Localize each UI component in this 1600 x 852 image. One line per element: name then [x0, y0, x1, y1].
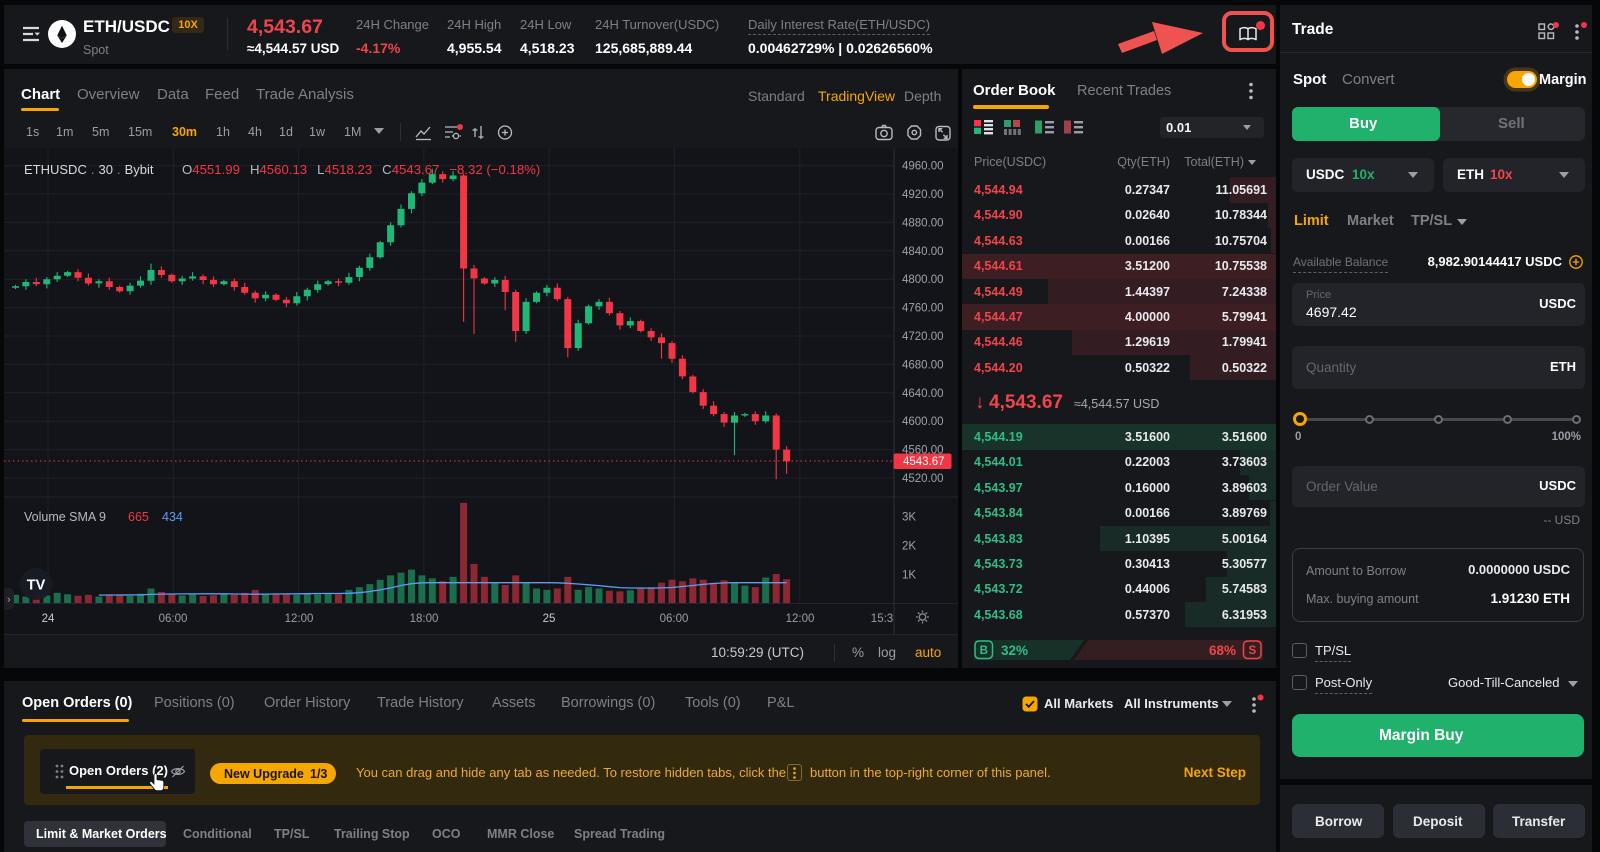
svg-text:S: S	[1248, 645, 1256, 657]
svg-text:06:00: 06:00	[159, 613, 188, 625]
svg-text:4880.00: 4880.00	[902, 217, 944, 229]
svg-text:4720.00: 4720.00	[902, 331, 944, 343]
svg-text:4680.00: 4680.00	[902, 359, 944, 371]
svg-text:25: 25	[543, 613, 556, 625]
svg-text:665: 665	[128, 510, 149, 524]
svg-text:24: 24	[42, 613, 55, 625]
svg-text:4920.00: 4920.00	[902, 189, 944, 201]
svg-text:4560.00: 4560.00	[902, 445, 944, 457]
svg-text:4640.00: 4640.00	[902, 388, 944, 400]
svg-text:68%: 68%	[1209, 643, 1236, 658]
svg-text:12:00: 12:00	[786, 613, 815, 625]
svg-text:B: B	[980, 645, 988, 657]
svg-text:4543.67: 4543.67	[903, 456, 945, 468]
svg-text:4760.00: 4760.00	[902, 303, 944, 315]
svg-text:4800.00: 4800.00	[902, 274, 944, 286]
svg-text:15:3: 15:3	[871, 613, 893, 625]
svg-text:2K: 2K	[902, 541, 916, 553]
svg-text:32%: 32%	[1001, 643, 1028, 658]
svg-text:06:00: 06:00	[660, 613, 689, 625]
svg-text:Volume SMA 9: Volume SMA 9	[24, 510, 106, 524]
svg-text:4960.00: 4960.00	[902, 161, 944, 173]
svg-text:TV: TV	[27, 578, 46, 594]
svg-text:›: ›	[7, 594, 11, 606]
svg-text:1K: 1K	[902, 570, 916, 582]
svg-text:4520.00: 4520.00	[902, 473, 944, 485]
svg-text:434: 434	[162, 510, 183, 524]
svg-text:4600.00: 4600.00	[902, 416, 944, 428]
svg-text:18:00: 18:00	[410, 613, 439, 625]
svg-text:3K: 3K	[902, 512, 916, 524]
svg-text:4840.00: 4840.00	[902, 246, 944, 258]
svg-text:12:00: 12:00	[285, 613, 314, 625]
